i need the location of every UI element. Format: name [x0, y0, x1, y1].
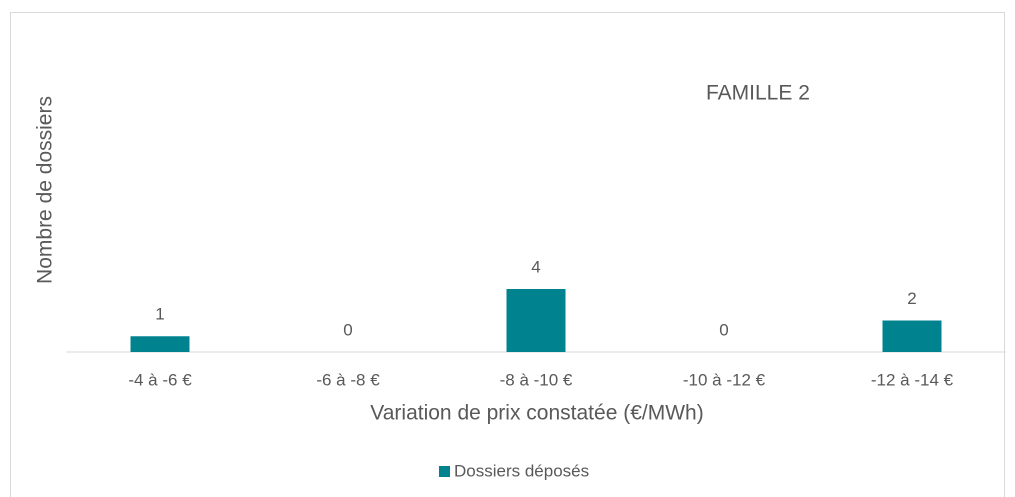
- x-tick-label: -12 à -14 €: [871, 370, 954, 389]
- x-tick-label: -4 à -6 €: [128, 370, 192, 389]
- legend-swatch: [439, 466, 450, 477]
- x-tick-label: -6 à -8 €: [316, 370, 380, 389]
- bar: [130, 336, 190, 352]
- bar: [506, 289, 566, 352]
- data-label: 2: [907, 289, 916, 308]
- chart-border: [10, 12, 1005, 497]
- annotation: FAMILLE 2: [706, 82, 810, 105]
- x-tick-label: -10 à -12 €: [683, 370, 766, 389]
- bar: [882, 320, 942, 352]
- data-label: 0: [719, 320, 728, 339]
- legend-label: Dossiers déposés: [454, 461, 589, 480]
- x-axis-title: Variation de prix constatée (€/MWh): [370, 402, 703, 425]
- y-axis-title: Nombre de dossiers: [34, 96, 57, 284]
- data-label: 0: [343, 320, 352, 339]
- x-tick-label: -8 à -10 €: [500, 370, 573, 389]
- data-label: 1: [155, 305, 164, 324]
- data-label: 4: [531, 257, 540, 276]
